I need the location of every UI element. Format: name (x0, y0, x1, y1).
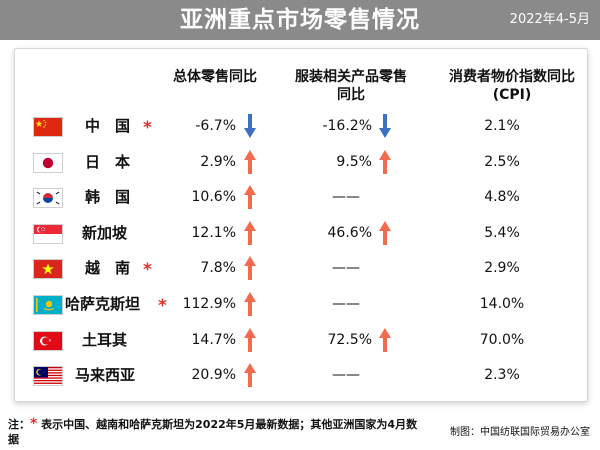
arrow-up-icon (244, 256, 256, 281)
singapore-flag-icon (33, 223, 63, 244)
country-name: 韩 国 (85, 188, 131, 207)
cpi-value: 4.8% (484, 189, 520, 206)
arrow-up-icon (244, 220, 256, 245)
japan-flag-icon (33, 152, 63, 173)
latest-data-asterisk: * (143, 260, 152, 281)
country-name: 日 本 (85, 152, 131, 171)
vietnam-flag-icon (33, 259, 63, 280)
data-table-card (14, 48, 588, 402)
total-retail-value: 10.6% (191, 189, 236, 206)
apparel-retail-value: 72.5% (327, 331, 372, 348)
country-name: 哈萨克斯坦 (65, 295, 141, 313)
country-name: 中 国 (85, 117, 131, 135)
arrow-down-icon (379, 114, 391, 138)
kazakhstan-flag-icon (33, 295, 63, 315)
arrow-up-icon (244, 185, 256, 210)
apparel-retail-value: 9.5% (336, 153, 372, 170)
cpi-value: 70.0% (479, 331, 525, 348)
cpi-value: 2.1% (484, 118, 520, 134)
total-retail-value: 7.8% (200, 260, 236, 277)
page-title: 亚洲重点市场零售情况 (180, 7, 420, 33)
country-name: 马来西亚 (75, 366, 136, 385)
column-header-total: 总体零售同比 (173, 69, 257, 85)
malaysia-flag-icon (33, 366, 63, 387)
total-retail-value: 20.9% (191, 367, 236, 384)
apparel-retail-value: —— (332, 296, 360, 312)
cpi-value: 5.4% (484, 224, 520, 241)
country-name: 越 南 (85, 259, 131, 278)
table-row: 中 国 * -6.7% -16.2% 2.1% (0, 111, 600, 141)
apparel-retail-value: 46.6% (327, 224, 372, 241)
cpi-value: 2.3% (484, 367, 520, 384)
arrow-up-icon (379, 220, 391, 245)
arrow-up-icon (244, 292, 256, 316)
credit-label: 制图：中国纺联国际贸易办公室 (450, 427, 590, 438)
south-korea-flag-icon (33, 188, 63, 209)
apparel-retail-value: —— (332, 189, 360, 206)
total-retail-value: 112.9% (182, 296, 236, 312)
footnote: 注：* 表示中国、越南和哈萨克斯坦为2022年5月最新数据；其他亚洲国家为4月数… (8, 416, 418, 447)
latest-data-asterisk: * (158, 296, 167, 316)
cpi-value: 14.0% (479, 296, 525, 312)
total-retail-value: 2.9% (200, 153, 236, 170)
apparel-retail-value: —— (332, 367, 360, 384)
total-retail-value: 14.7% (191, 331, 236, 348)
arrow-up-icon (379, 149, 391, 174)
total-retail-value: -6.7% (195, 118, 236, 134)
latest-data-asterisk: * (143, 118, 152, 138)
arrow-up-icon (244, 363, 256, 388)
turkey-flag-icon (33, 330, 63, 351)
table-row: 越 南 * 7.8% —— 2.9% (0, 253, 600, 283)
arrow-up-icon (244, 327, 256, 352)
apparel-retail-value: -16.2% (322, 118, 372, 134)
cpi-value: 2.9% (484, 260, 520, 277)
table-row: 韩 国 10.6% —— 4.8% (0, 182, 600, 212)
column-header-apparel: 服装相关产品零售 同比 (295, 69, 407, 103)
title-bar: 亚洲重点市场零售情况 2022年4-5月 (0, 0, 600, 40)
china-flag-icon (33, 117, 63, 137)
cpi-value: 2.5% (484, 153, 520, 170)
table-row: 马来西亚 20.9% —— 2.3% (0, 360, 600, 390)
country-name: 土耳其 (82, 330, 128, 349)
table-row: 哈萨克斯坦 * 112.9% —— 14.0% (0, 289, 600, 319)
apparel-retail-value: —— (332, 260, 360, 277)
total-retail-value: 12.1% (191, 224, 236, 241)
table-row: 土耳其 14.7% 72.5% 70.0% (0, 325, 600, 355)
period-label: 2022年4-5月 (509, 12, 590, 27)
column-header-cpi: 消费者物价指数同比 (CPI) (449, 69, 575, 103)
arrow-up-icon (379, 327, 391, 352)
arrow-up-icon (244, 149, 256, 174)
table-row: 新加坡 12.1% 46.6% 5.4% (0, 218, 600, 248)
table-row: 日 本 2.9% 9.5% 2.5% (0, 147, 600, 177)
arrow-down-icon (244, 114, 256, 138)
country-name: 新加坡 (82, 223, 128, 242)
